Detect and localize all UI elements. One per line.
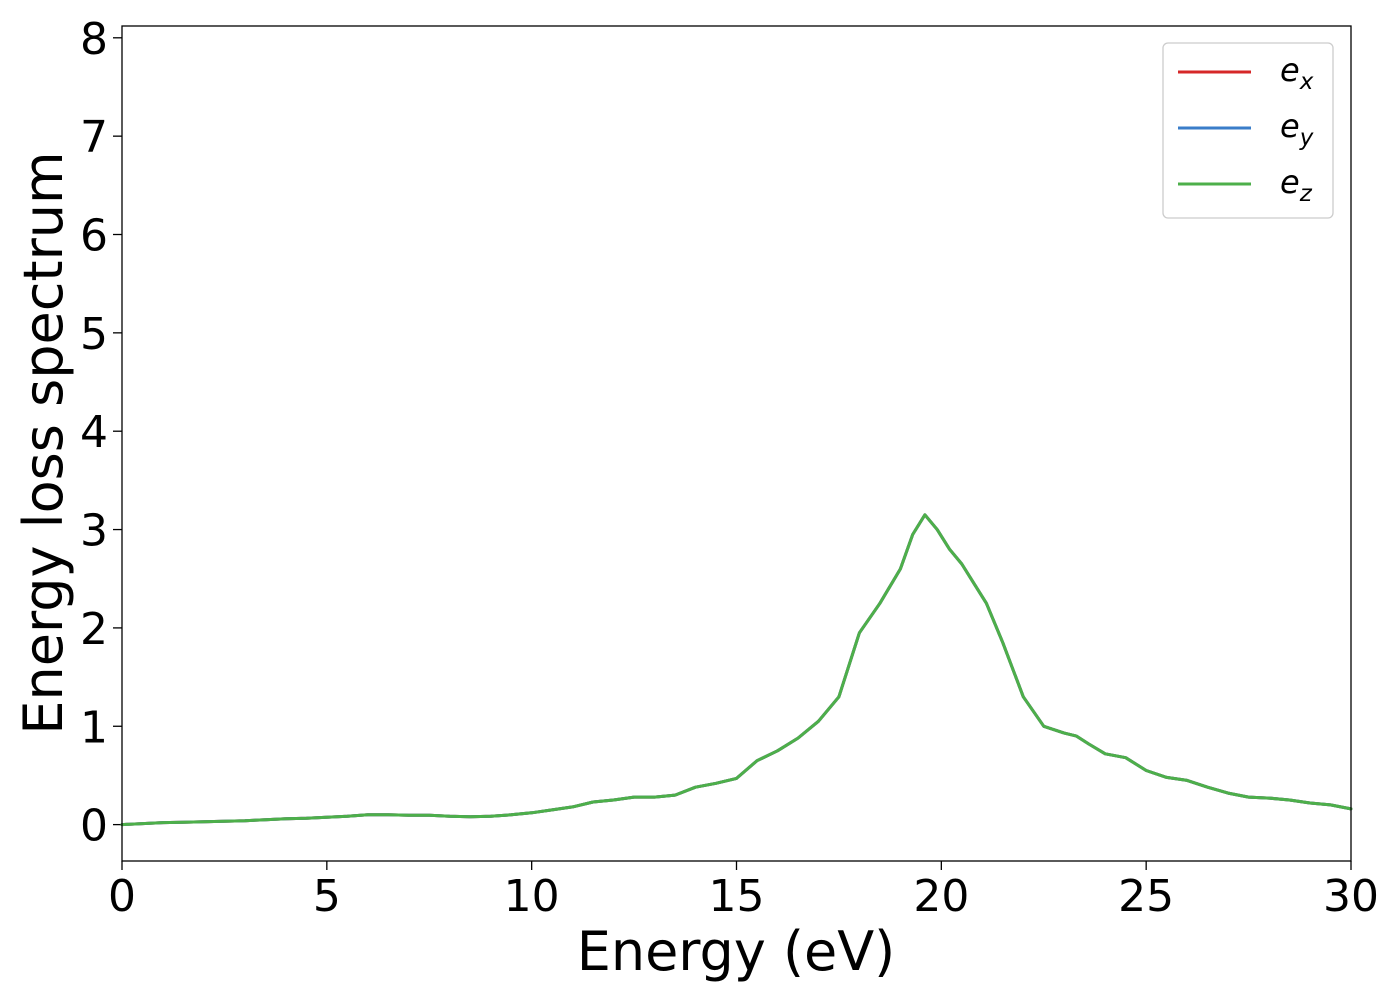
x-tick-label: 20 [913, 871, 969, 922]
y-axis-label: Energy loss spectrum [12, 151, 75, 734]
series-line-z [120, 513, 1353, 827]
x-axis-label: Energy (eV) [577, 920, 896, 983]
legend-label-y: ey [1280, 107, 1314, 151]
plot-area [122, 26, 1351, 861]
x-tick-label: 0 [108, 871, 136, 922]
y-tick-label: 8 [80, 14, 108, 65]
x-tick-label: 30 [1323, 871, 1379, 922]
y-tick-label: 6 [80, 211, 108, 262]
y-axis-ticks: 0 1 2 3 4 5 6 7 8 [80, 14, 122, 852]
plot-frame [121, 25, 1352, 862]
x-tick-label: 15 [709, 871, 765, 922]
x-tick-label: 5 [313, 871, 341, 922]
series-lines [120, 513, 1353, 827]
x-tick-label: 10 [504, 871, 560, 922]
y-tick-label: 7 [80, 112, 108, 163]
x-axis-ticks: 0 5 10 15 20 25 30 [108, 861, 1379, 922]
legend-frame [1162, 42, 1334, 219]
y-tick-label: 1 [80, 702, 108, 753]
y-tick-label: 0 [80, 801, 108, 852]
x-tick-label: 25 [1118, 871, 1174, 922]
y-tick-label: 5 [80, 309, 108, 360]
y-tick-label: 2 [80, 604, 108, 655]
y-tick-label: 3 [80, 506, 108, 557]
y-tick-label: 4 [80, 407, 108, 458]
